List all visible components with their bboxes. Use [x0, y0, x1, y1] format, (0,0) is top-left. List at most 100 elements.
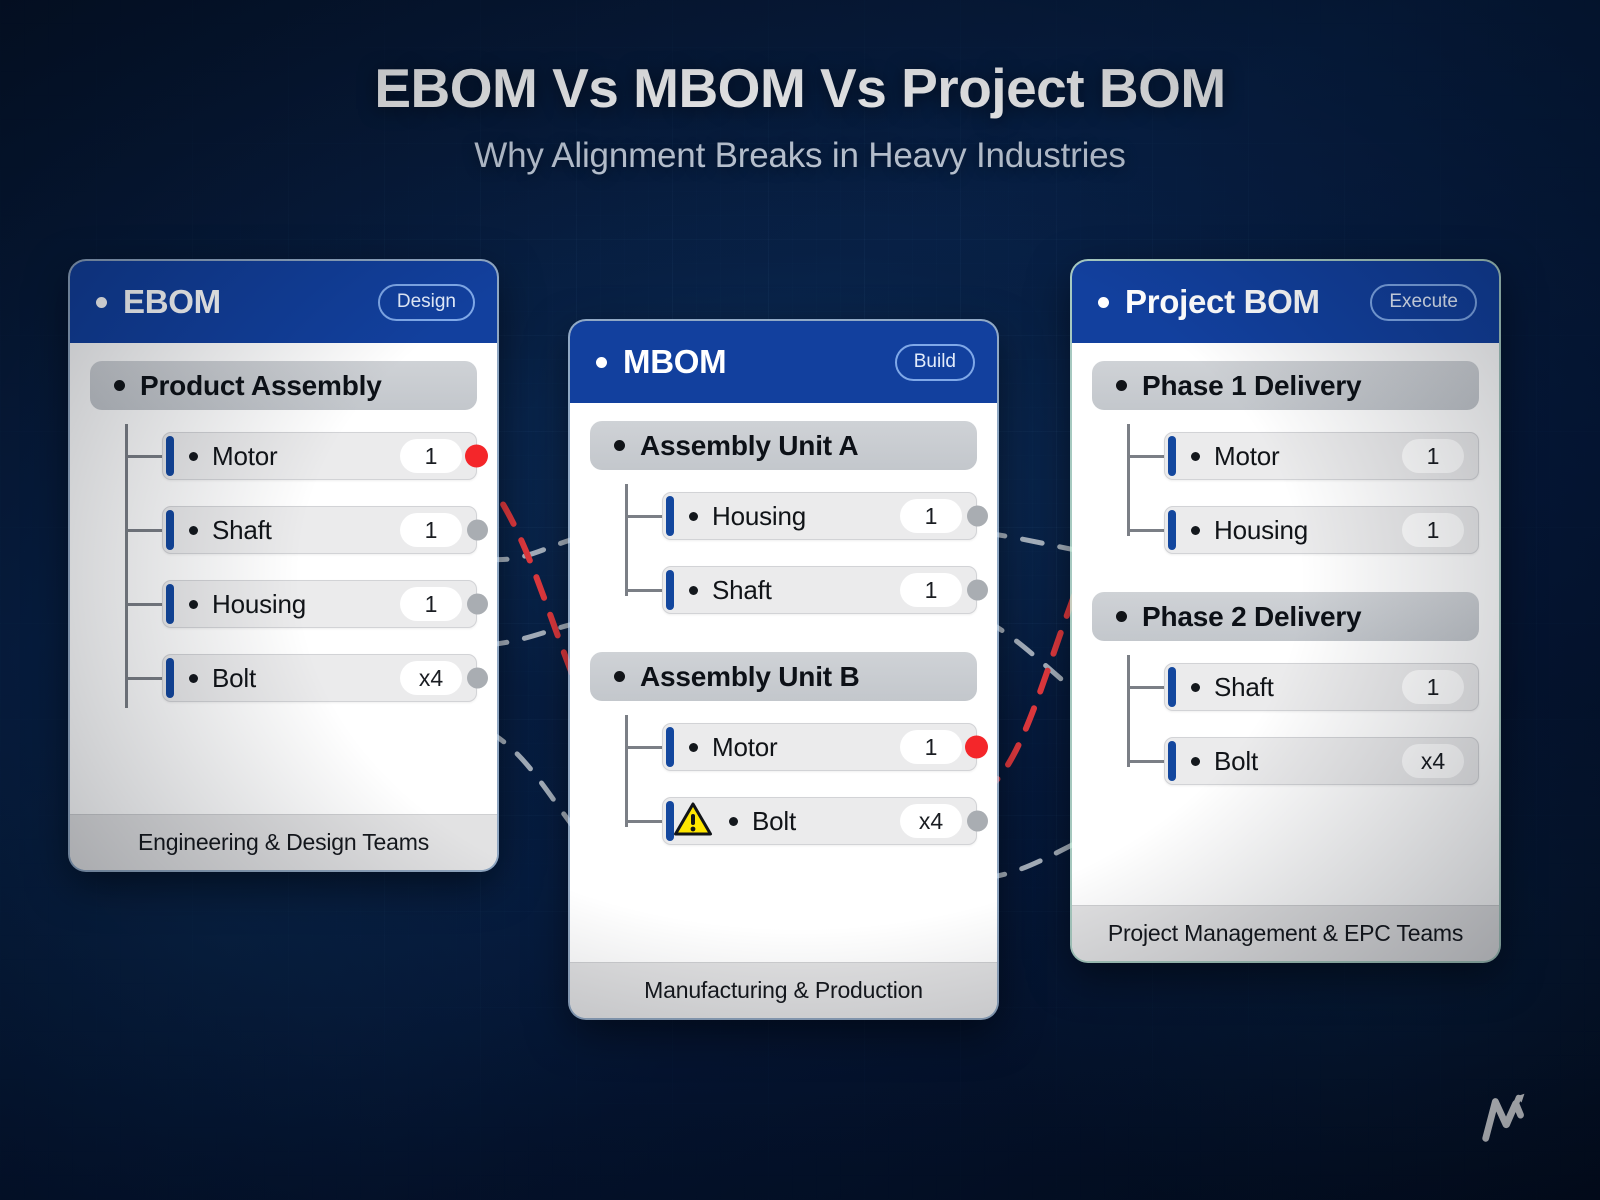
item-accent-bar	[166, 584, 174, 624]
bom-card-ebom: EBOM Design Product Assembly Motor 1	[70, 261, 497, 870]
list-item[interactable]: Housing 1	[625, 492, 988, 540]
quantity-badge: 1	[400, 513, 462, 547]
bullet-dot-icon	[189, 673, 198, 683]
card-header-ebom: EBOM Design	[70, 261, 497, 343]
card-header-mbom: MBOM Build	[570, 321, 997, 403]
item-accent-bar	[1168, 667, 1176, 707]
quantity-badge: 1	[1402, 670, 1464, 704]
bullet-dot-icon	[189, 451, 198, 461]
tree-branch-line	[1127, 686, 1166, 689]
item-accent-bar	[1168, 436, 1176, 476]
card-title: Project BOM	[1125, 283, 1320, 320]
stage-badge[interactable]: Design	[377, 283, 475, 321]
item-label: Housing	[1214, 514, 1308, 545]
item-accent-bar	[666, 496, 674, 536]
group-row[interactable]: Assembly Unit A	[590, 421, 977, 470]
bullet-dot-icon	[689, 511, 698, 521]
tree-branch-line	[125, 455, 164, 458]
item-accent-bar	[666, 801, 674, 841]
quantity-badge: 1	[1402, 513, 1464, 547]
bullet-dot-icon	[1191, 451, 1200, 461]
item-accent-bar	[166, 510, 174, 550]
bullet-dot-icon	[1191, 525, 1200, 535]
brand-m-arrow-logo	[1482, 1093, 1525, 1142]
bullet-dot-icon	[729, 816, 738, 826]
item-accent-bar	[166, 436, 174, 476]
group-label: Phase 2 Delivery	[1142, 600, 1362, 632]
quantity-badge: 1	[900, 573, 962, 607]
link-port	[467, 667, 488, 689]
bullet-dot-icon	[596, 356, 607, 368]
group-children: Shaft 1 Bolt x4	[1092, 655, 1479, 785]
tree-branch-line	[625, 589, 664, 592]
tree-branch-line	[625, 746, 664, 749]
list-item[interactable]: Shaft 1	[1127, 663, 1479, 711]
quantity-badge: 1	[900, 499, 962, 533]
tree-branch-line	[1127, 760, 1166, 763]
link-port-red	[965, 735, 988, 759]
group-children: Motor 1 Bolt	[590, 715, 988, 845]
item-label: Bolt	[212, 662, 257, 693]
card-header-project: Project BOM Execute	[1072, 261, 1499, 343]
bullet-dot-icon	[689, 585, 698, 595]
item-label: Bolt	[752, 805, 797, 836]
card-body-project: Phase 1 Delivery Motor 1 Housing	[1072, 343, 1499, 905]
list-item[interactable]: Housing 1	[1127, 506, 1479, 554]
quantity-badge: 1	[1402, 439, 1464, 473]
group-children: Housing 1 Shaft 1	[590, 484, 988, 614]
link-port	[467, 519, 488, 541]
group-row[interactable]: Assembly Unit B	[590, 652, 977, 701]
quantity-badge: 1	[400, 587, 462, 621]
link-port-red	[465, 444, 488, 468]
tree-branch-line	[125, 677, 164, 680]
item-label: Bolt	[1214, 745, 1259, 776]
card-footer: Manufacturing & Production	[570, 962, 997, 1018]
bullet-dot-icon	[189, 599, 198, 609]
group-label: Product Assembly	[140, 369, 382, 401]
quantity-badge: x4	[900, 804, 962, 838]
card-footer: Engineering & Design Teams	[70, 814, 497, 870]
quantity-badge: x4	[1402, 744, 1464, 778]
group-children: Motor 1 Shaft 1	[90, 424, 488, 708]
item-label: Shaft	[1214, 671, 1274, 702]
group-row[interactable]: Phase 2 Delivery	[1092, 592, 1479, 641]
bullet-dot-icon	[96, 296, 107, 308]
stage-badge[interactable]: Build	[894, 343, 975, 381]
item-label: Housing	[212, 588, 306, 619]
group-label: Phase 1 Delivery	[1142, 369, 1362, 401]
card-title: EBOM	[123, 283, 221, 320]
list-item[interactable]: Bolt x4	[1127, 737, 1479, 785]
link-port	[467, 593, 488, 615]
item-label: Housing	[712, 500, 806, 531]
group-row[interactable]: Phase 1 Delivery	[1092, 361, 1479, 410]
list-item[interactable]: Bolt x4	[625, 797, 988, 845]
list-item[interactable]: Shaft 1	[625, 566, 988, 614]
tree-branch-line	[125, 529, 164, 532]
bullet-dot-icon	[114, 380, 125, 391]
tree-trunk-line	[625, 484, 628, 596]
page-title: EBOM Vs MBOM Vs Project BOM	[374, 57, 1226, 119]
group-row[interactable]: Product Assembly	[90, 361, 477, 410]
item-label: Motor	[212, 440, 278, 471]
card-body-mbom: Assembly Unit A Housing 1 Shaf	[570, 403, 997, 962]
link-port	[967, 579, 988, 601]
item-label: Shaft	[212, 514, 272, 545]
bom-card-mbom: MBOM Build Assembly Unit A Housing 1	[570, 321, 997, 1018]
item-label: Motor	[1214, 440, 1280, 471]
item-accent-bar	[1168, 741, 1176, 781]
list-item[interactable]: Motor 1	[625, 723, 988, 771]
list-item[interactable]: Housing 1	[125, 580, 488, 628]
card-footer: Project Management & EPC Teams	[1072, 905, 1499, 961]
list-item[interactable]: Shaft 1	[125, 506, 488, 554]
list-item[interactable]: Bolt x4	[125, 654, 488, 702]
tree-trunk-line	[1127, 655, 1130, 767]
list-item[interactable]: Motor 1	[1127, 432, 1479, 480]
quantity-badge: x4	[400, 661, 462, 695]
bullet-dot-icon	[1116, 380, 1127, 391]
list-item[interactable]: Motor 1	[125, 432, 488, 480]
bullet-dot-icon	[189, 525, 198, 535]
bullet-dot-icon	[689, 742, 698, 752]
page-subtitle: Why Alignment Breaks in Heavy Industries	[474, 136, 1126, 175]
item-accent-bar	[1168, 510, 1176, 550]
stage-badge[interactable]: Execute	[1370, 283, 1477, 321]
